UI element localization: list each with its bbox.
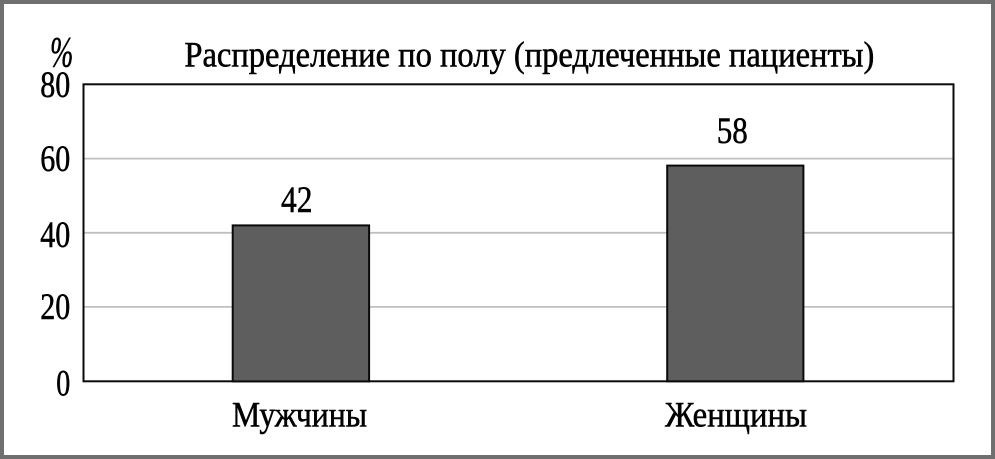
svg-text:Распределение по полу (предлеч: Распределение по полу (предлеченные паци… [184, 35, 874, 75]
svg-text:60: 60 [40, 139, 70, 180]
svg-text:Женщины: Женщины [665, 394, 807, 434]
svg-text:Мужчины: Мужчины [232, 395, 367, 435]
svg-text:80: 80 [40, 65, 70, 106]
svg-text:0: 0 [56, 364, 70, 405]
svg-text:20: 20 [40, 287, 70, 328]
svg-text:40: 40 [40, 215, 70, 256]
svg-text:42: 42 [281, 180, 313, 221]
svg-text:%: % [50, 30, 73, 77]
svg-text:58: 58 [717, 111, 748, 152]
